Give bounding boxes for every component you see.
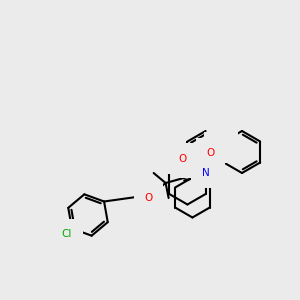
Text: N: N	[202, 168, 209, 178]
Text: N: N	[220, 136, 228, 146]
Text: O: O	[215, 142, 223, 152]
Text: O: O	[184, 153, 193, 163]
Text: O: O	[145, 193, 153, 203]
Text: O: O	[206, 148, 215, 158]
Text: N: N	[184, 158, 191, 167]
Text: Cl: Cl	[62, 230, 72, 239]
Text: O: O	[178, 154, 187, 164]
